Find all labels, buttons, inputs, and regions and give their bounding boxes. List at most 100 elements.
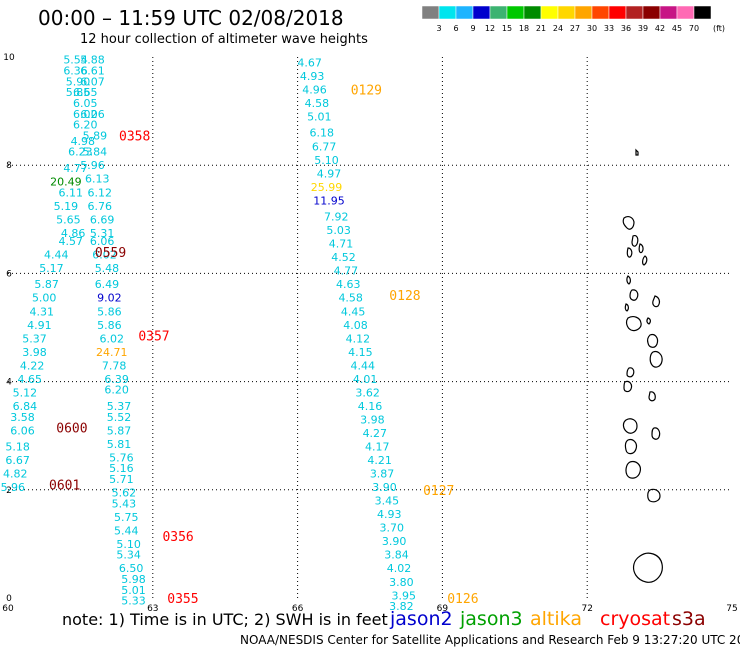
wave-height-value: 6.65	[73, 86, 98, 99]
colorbar-tick: 70	[689, 24, 699, 33]
wave-height-value: 3.84	[384, 549, 409, 562]
page-title: 00:00 – 11:59 UTC 02/08/2018	[38, 6, 344, 30]
wave-height-value: 7.92	[324, 211, 349, 224]
wave-height-value: 6.20	[104, 384, 129, 397]
wave-height-value: 5.89	[83, 129, 108, 142]
lon-tick-label: 75	[726, 604, 737, 614]
wave-height-value: 5.18	[5, 441, 30, 454]
wave-height-value: 5.65	[56, 213, 81, 226]
wave-height-value: 9.02	[97, 292, 122, 305]
wave-height-value: 4.93	[300, 70, 325, 83]
wave-height-value: 7.78	[102, 359, 127, 372]
wave-height-value: 5.71	[109, 473, 134, 486]
wave-height-value: 4.58	[305, 97, 330, 110]
wave-height-value: 5.86	[97, 319, 122, 332]
wave-height-value: 6.06	[80, 108, 105, 121]
colorbar-tick: 42	[655, 24, 665, 33]
colorbar-tick: 39	[638, 24, 648, 33]
legend-jason3: jason3	[460, 608, 523, 630]
colorbar-swatch	[676, 5, 695, 20]
wave-height-value: 5.86	[97, 305, 122, 318]
colorbar-tick: 6	[453, 24, 458, 33]
wave-height-value: 6.39	[104, 373, 129, 386]
wave-height-value: 4.21	[367, 454, 392, 467]
legend-s3a: s3a	[672, 608, 706, 630]
wave-height-value: 6.02	[73, 108, 98, 121]
wave-height-value: 3.95	[392, 589, 417, 602]
wave-height-value: 5.37	[22, 332, 47, 345]
colorbar-tick: 15	[502, 24, 512, 33]
wave-height-value: 3.90	[382, 535, 407, 548]
pass-time-label: 0357	[138, 330, 169, 345]
wave-height-value: 4.52	[331, 251, 356, 264]
colorbar-swatch	[472, 5, 491, 20]
wave-height-value: 4.57	[58, 235, 83, 248]
colorbar-tick: 45	[672, 24, 682, 33]
wave-height-value: 4.31	[30, 305, 55, 318]
colorbar-swatch	[642, 5, 661, 20]
wave-height-value: 4.58	[338, 292, 363, 305]
wave-height-value: 4.22	[20, 359, 45, 372]
colorbar-swatch	[489, 5, 508, 20]
colorbar-tick: 24	[553, 24, 563, 33]
wave-height-value: 5.54	[63, 54, 88, 67]
wave-height-value: 5.44	[114, 524, 139, 537]
coastline-maldives	[622, 148, 663, 583]
wave-height-value: 3.58	[10, 411, 35, 424]
wave-height-value: 4.15	[348, 346, 373, 359]
wave-height-value: 4.67	[297, 56, 322, 69]
pass-time-label: 0128	[389, 289, 420, 304]
wave-height-value: 5.48	[95, 262, 120, 275]
legend-jason2: jason2	[390, 608, 453, 630]
colorbar-unit: (ft)	[713, 24, 725, 33]
wave-height-value: 6.05	[73, 97, 98, 110]
wave-height-value: 3.62	[355, 386, 380, 399]
colorbar-tick: 9	[470, 24, 475, 33]
pass-time-label: 0355	[167, 592, 198, 607]
wave-height-value: 4.02	[387, 562, 412, 575]
colorbar-tick: 21	[536, 24, 546, 33]
wave-height-value: 3.90	[372, 481, 397, 494]
colorbar-tick: 12	[485, 24, 495, 33]
wave-height-value: 4.65	[17, 373, 42, 386]
wave-height-value: 4.44	[44, 248, 69, 261]
wave-height-value: 4.77	[63, 162, 88, 175]
wave-height-value: 4.77	[334, 265, 359, 278]
lat-tick-label: 10	[3, 53, 15, 63]
wave-height-value: 5.62	[112, 487, 137, 500]
legend-cryosat: cryosat	[600, 608, 671, 630]
lon-tick-label: 69	[437, 604, 449, 614]
colorbar-tick: 27	[570, 24, 580, 33]
wave-height-value: 4.86	[61, 227, 86, 240]
pass-time-label: 0358	[119, 129, 150, 144]
wave-height-value: 5.34	[116, 549, 141, 562]
observation-values: 5.545.886.366.615.906.075.856.656.056.02…	[1, 54, 416, 613]
lon-tick-label: 66	[292, 604, 304, 614]
wave-height-value: 5.90	[66, 75, 91, 88]
lat-tick-label: 6	[6, 269, 12, 279]
wave-height-value: 5.03	[326, 224, 351, 237]
wave-height-value: 3.98	[360, 413, 385, 426]
pass-time-label: 0600	[56, 422, 87, 437]
pass-time-labels: 0129 0128 0127 0126 0358 0357 0356 0355 0559 0600…	[49, 83, 479, 607]
units-note: note: 1) Time is in UTC; 2) SWH is in fe…	[62, 610, 388, 629]
wave-height-value: 6.02	[92, 248, 117, 261]
wave-height-value: 6.18	[309, 127, 334, 140]
wave-height-value: 3.70	[379, 522, 404, 535]
wave-height-value: 5.87	[34, 278, 59, 291]
pass-time-label: 0601	[49, 478, 80, 493]
lat-tick-label: 2	[6, 486, 12, 496]
wave-height-value: 4.45	[341, 305, 366, 318]
wave-height-value: 4.98	[71, 135, 96, 148]
wave-height-value: 6.67	[5, 454, 30, 467]
lon-tick-label: 63	[147, 604, 158, 614]
wave-height-value: 5.16	[109, 462, 134, 475]
wave-height-value: 6.76	[87, 200, 112, 213]
wave-height-value: 4.97	[317, 167, 342, 180]
wave-height-value: 4.08	[343, 319, 368, 332]
colorbar-tick: 18	[519, 24, 529, 33]
colorbar-swatch	[659, 5, 678, 20]
wave-height-value: 5.10	[314, 154, 339, 167]
wave-height-value: 6.49	[95, 278, 120, 291]
